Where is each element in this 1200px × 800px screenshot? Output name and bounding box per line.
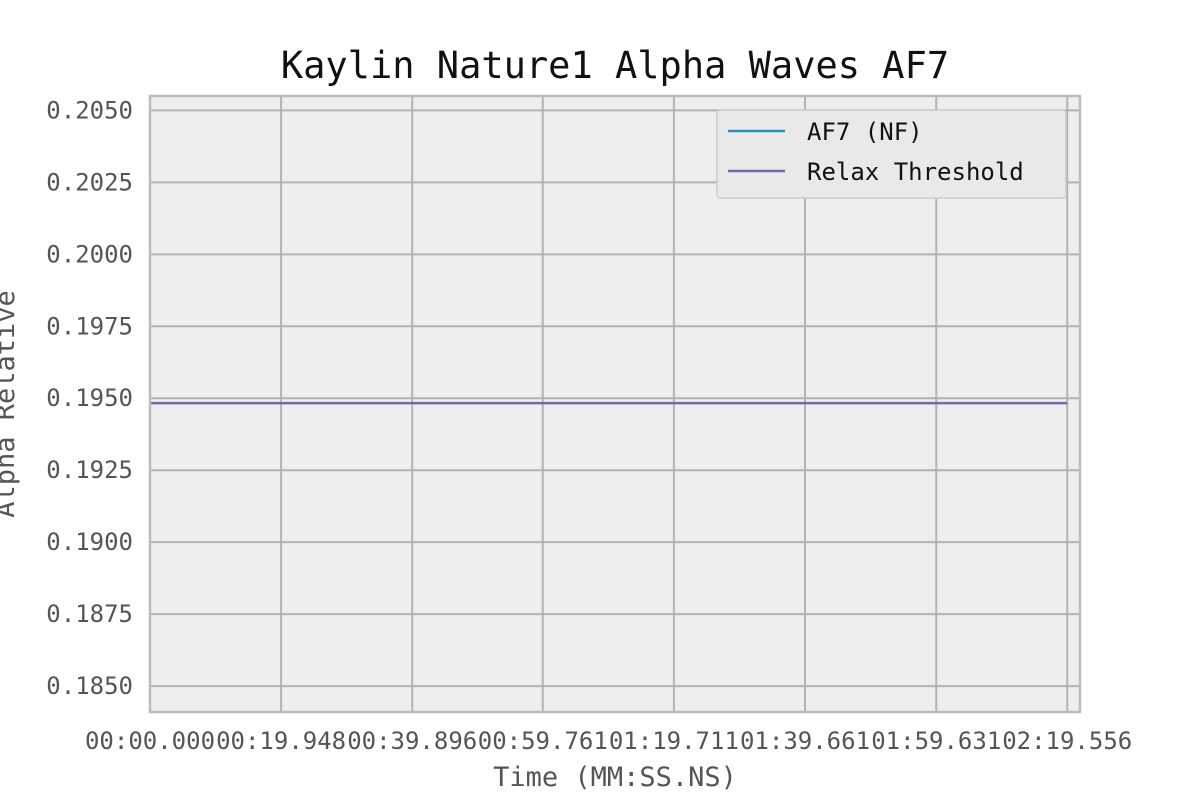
x-tick-label: 00:59.761 bbox=[478, 727, 608, 755]
x-tick-label: 00:39.896 bbox=[347, 727, 477, 755]
legend: AF7 (NF) Relax Threshold bbox=[716, 109, 1067, 199]
plot-frame bbox=[148, 94, 1082, 714]
y-tick-label: 0.1925 bbox=[46, 456, 133, 484]
chart-title: Kaylin Nature1 Alpha Waves AF7 bbox=[281, 44, 949, 87]
legend-label-af7: AF7 (NF) bbox=[807, 118, 923, 146]
x-tick-label: 00:00.000 bbox=[85, 727, 215, 755]
x-tick-label: 00:19.948 bbox=[216, 727, 346, 755]
y-tick-label: 0.1900 bbox=[46, 528, 133, 556]
x-axis-label: Time (MM:SS.NS) bbox=[493, 762, 737, 793]
ticks: 0.1850 0.1875 0.1900 0.1925 0.1950 0.1975 0.20… bbox=[46, 96, 1132, 755]
legend-box bbox=[716, 109, 1067, 199]
y-tick-label: 0.2050 bbox=[46, 96, 133, 124]
x-tick-label: 01:19.711 bbox=[609, 727, 739, 755]
x-tick-label: 01:39.661 bbox=[740, 727, 870, 755]
y-tick-label: 0.2025 bbox=[46, 168, 133, 196]
y-tick-label: 0.1850 bbox=[46, 672, 133, 700]
x-tick-label: 01:59.631 bbox=[871, 727, 1001, 755]
y-axis-label: Alpha Relative bbox=[0, 290, 21, 518]
y-tick-label: 0.1950 bbox=[46, 384, 133, 412]
legend-label-relax-threshold: Relax Threshold bbox=[807, 158, 1024, 186]
y-tick-label: 0.1975 bbox=[46, 312, 133, 340]
x-tick-label: 02:19.556 bbox=[1002, 727, 1132, 755]
y-tick-label: 0.2000 bbox=[46, 240, 133, 268]
y-tick-label: 0.1875 bbox=[46, 600, 133, 628]
